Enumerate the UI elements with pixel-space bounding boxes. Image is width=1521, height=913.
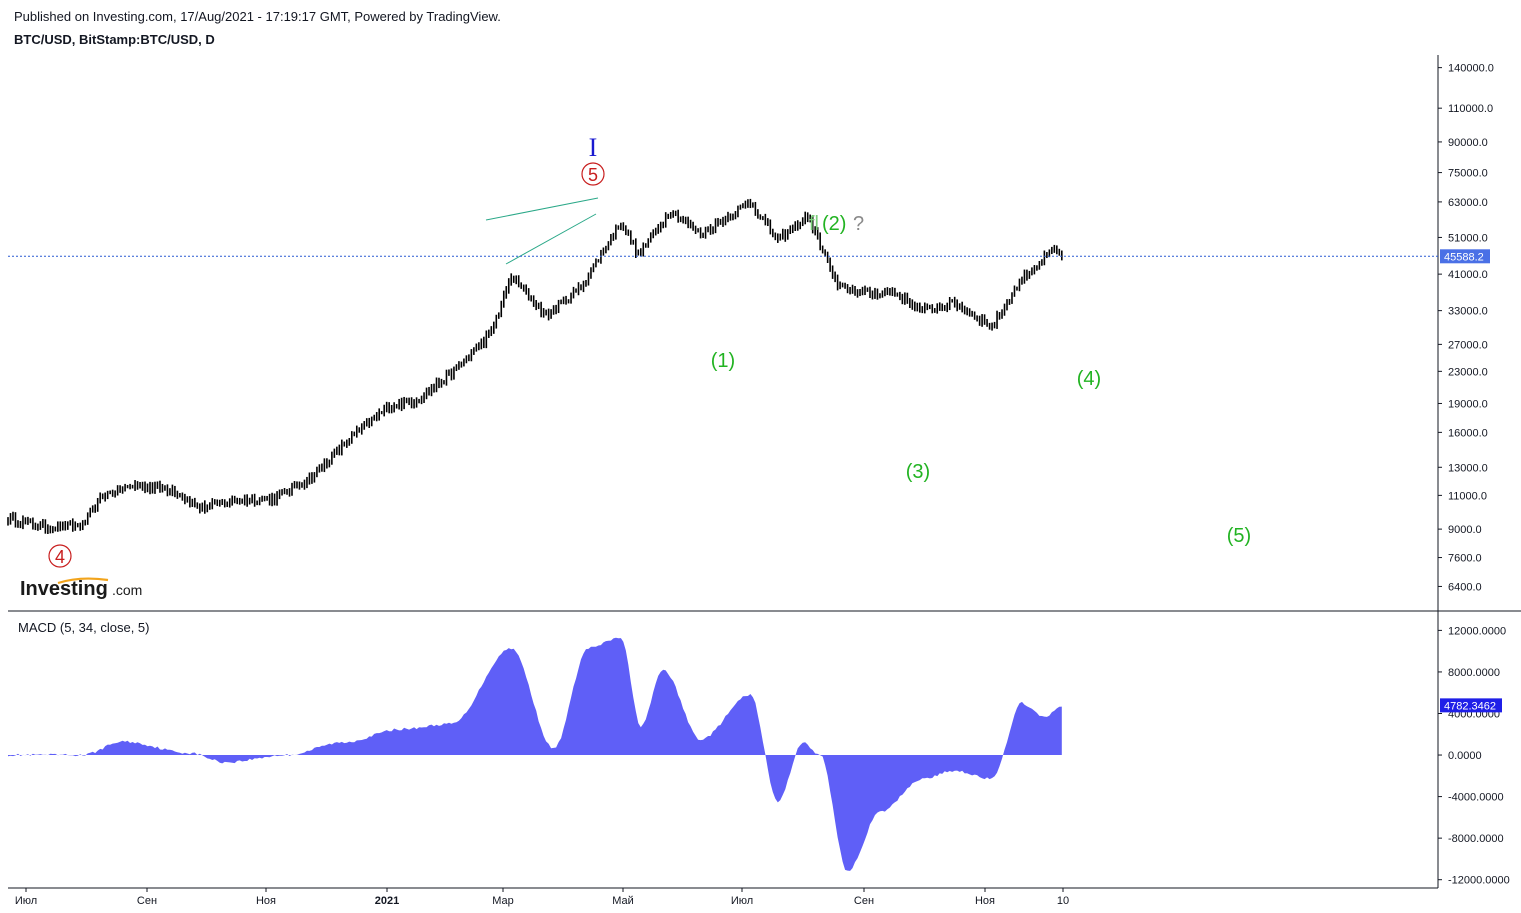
wave-fl-label[interactable]: fl (809, 213, 819, 235)
macd-tick-label: -8000.0000 (1448, 833, 1504, 845)
symbol-title: BTC/USD, BitStamp:BTC/USD, D (14, 32, 215, 47)
price-series (7, 198, 1063, 535)
price-tick-label: 16000.0 (1448, 427, 1488, 439)
time-tick-label: Июл (731, 895, 753, 907)
time-tick-label: Сен (854, 895, 874, 907)
time-tick-label: Ноя (975, 895, 995, 907)
time-tick-label: Ноя (256, 895, 276, 907)
last-price-badge (1440, 249, 1490, 264)
macd-tick-label: 0.0000 (1448, 750, 1482, 762)
last-price-label: 45588.2 (1444, 251, 1484, 263)
macd-tick-label: -4000.0000 (1448, 792, 1504, 804)
price-tick-label: 27000.0 (1448, 339, 1488, 351)
price-tick-label: 9000.0 (1448, 524, 1482, 536)
macd-title[interactable]: MACD (5, 34, close, 5) (18, 620, 150, 635)
wave-5-circle-label[interactable]: 5 (581, 162, 605, 186)
price-tick-label: 33000.0 (1448, 306, 1488, 318)
wave-5-label: 5 (588, 165, 598, 185)
time-tick-label: Июл (15, 895, 37, 907)
logo-swoosh (57, 577, 109, 585)
macd-series (8, 637, 1062, 871)
macd-area (8, 637, 1062, 871)
price-tick-label: 19000.0 (1448, 398, 1488, 410)
price-tick-label: 41000.0 (1448, 269, 1488, 281)
price-tick-label: 51000.0 (1448, 232, 1488, 244)
wave-3-label[interactable]: (3) (906, 461, 930, 483)
investing-logo: Investing .com (20, 577, 142, 600)
channel-lower-line[interactable] (505, 213, 597, 265)
wedge-channel[interactable] (485, 197, 599, 265)
macd-value-badge (1440, 698, 1502, 713)
wave-I-label[interactable]: I (589, 133, 598, 162)
wave-5-target-label[interactable]: (5) (1227, 525, 1251, 547)
time-tick-label: 10 (1057, 895, 1069, 907)
time-tick-label: 2021 (375, 895, 399, 907)
macd-axis[interactable]: 12000.00008000.00004000.00000.0000-4000.… (1438, 625, 1510, 887)
macd-value-label: 4782.3462 (1444, 700, 1496, 712)
price-tick-label: 11000.0 (1448, 490, 1487, 502)
price-tick-label: 110000.0 (1448, 103, 1493, 115)
price-tick-label: 63000.0 (1448, 197, 1488, 209)
logo-brand: Investing (20, 578, 108, 600)
wave-1-label[interactable]: (1) (711, 350, 735, 372)
price-tick-label: 13000.0 (1448, 462, 1488, 474)
wave-4-target-label[interactable]: (4) (1077, 368, 1101, 390)
wave-4-circle (48, 544, 72, 568)
wave-5-circle (581, 162, 605, 186)
price-tick-label: 23000.0 (1448, 366, 1488, 378)
time-axis[interactable]: Июл Сен Ноя 2021 Мар Май Июл Сен Ноя 10 (15, 888, 1069, 907)
macd-tick-label: 12000.0000 (1448, 625, 1506, 637)
price-tick-label: 75000.0 (1448, 168, 1488, 180)
logo-suffix: .com (112, 582, 142, 598)
wave-4-label: 4 (55, 547, 65, 567)
published-caption: Published on Investing.com, 17/Aug/2021 … (14, 9, 501, 24)
time-tick-label: Сен (137, 895, 157, 907)
wave-2-question-label[interactable]: ? (853, 213, 864, 235)
macd-tick-label: -12000.0000 (1448, 875, 1510, 887)
price-tick-label: 90000.0 (1448, 137, 1488, 149)
wave-4-circle-label[interactable]: 4 (48, 544, 72, 568)
wave-2-label[interactable]: (2) (822, 213, 846, 235)
macd-tick-label: 8000.0000 (1448, 667, 1500, 679)
price-axis[interactable]: 140000.0 110000.0 90000.0 75000.0 63000.0 510… (1438, 63, 1494, 594)
channel-upper-line[interactable] (485, 197, 599, 221)
price-tick-label: 140000.0 (1448, 63, 1494, 75)
price-tick-label: 6400.0 (1448, 581, 1482, 593)
price-tick-label: 7600.0 (1448, 553, 1482, 565)
time-tick-label: Мар (492, 895, 514, 907)
time-tick-label: Май (612, 895, 634, 907)
